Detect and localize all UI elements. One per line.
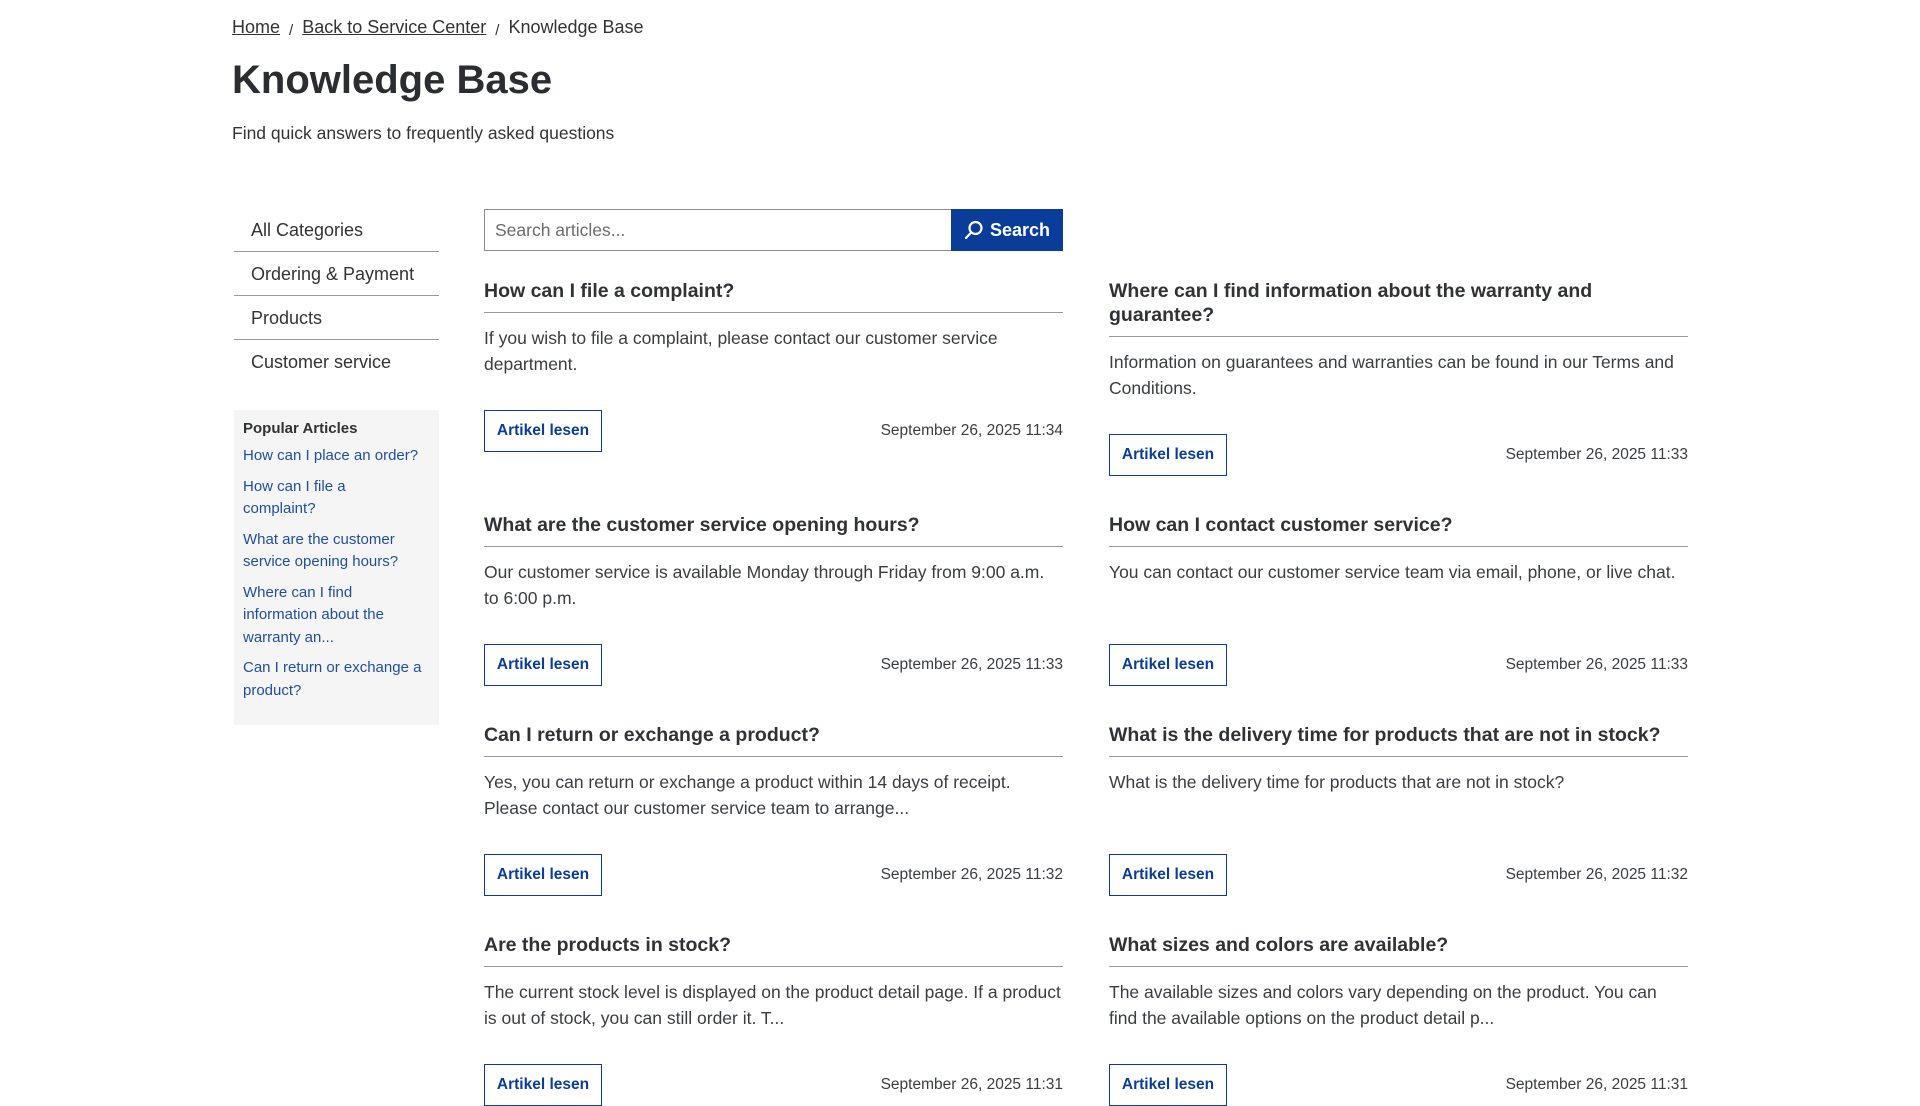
article-date: September 26, 2025 11:32 xyxy=(880,866,1063,883)
article-card: Where can I find information about the w… xyxy=(1109,279,1688,476)
article-date: September 26, 2025 11:33 xyxy=(1505,656,1688,673)
article-card: How can I contact customer service? You c… xyxy=(1109,513,1688,686)
article-title[interactable]: How can I file a complaint? xyxy=(484,279,1063,313)
article-title[interactable]: Where can I find information about the w… xyxy=(1109,279,1688,337)
article-title[interactable]: Are the products in stock? xyxy=(484,933,1063,967)
article-date: September 26, 2025 11:33 xyxy=(1505,446,1688,463)
breadcrumb-separator: / xyxy=(495,22,500,39)
article-title[interactable]: What are the customer service opening ho… xyxy=(484,513,1063,547)
article-excerpt: Our customer service is available Monday… xyxy=(484,562,1045,608)
article-excerpt: Yes, you can return or exchange a produc… xyxy=(484,772,1011,818)
popular-article-link[interactable]: What are the customer service opening ho… xyxy=(243,530,399,571)
article-excerpt: The available sizes and colors vary depe… xyxy=(1109,982,1657,1028)
article-excerpt: You can contact our customer service tea… xyxy=(1109,562,1676,582)
article-excerpt: What is the delivery time for products t… xyxy=(1109,772,1565,792)
read-article-button[interactable]: Artikel lesen xyxy=(484,644,602,686)
read-article-button[interactable]: Artikel lesen xyxy=(1109,434,1227,476)
popular-articles-heading: Popular Articles xyxy=(243,420,358,437)
article-footer: Artikel lesen September 26, 2025 11:31 xyxy=(1109,1064,1688,1106)
read-article-button[interactable]: Artikel lesen xyxy=(484,410,602,452)
article-card: Are the products in stock? The current st… xyxy=(484,933,1063,1106)
popular-article-link[interactable]: How can I place an order? xyxy=(243,447,419,464)
search-icon xyxy=(964,220,983,240)
article-excerpt: The current stock level is displayed on … xyxy=(484,982,1061,1028)
article-footer: Artikel lesen September 26, 2025 11:32 xyxy=(1109,854,1688,896)
breadcrumb-separator: / xyxy=(289,22,294,39)
category-customer-service[interactable]: Customer service xyxy=(251,352,392,372)
article-card: How can I file a complaint? If you wish t… xyxy=(484,279,1063,452)
read-article-button[interactable]: Artikel lesen xyxy=(484,1064,602,1106)
category-products[interactable]: Products xyxy=(234,296,439,340)
popular-article-link[interactable]: Can I return or exchange a product? xyxy=(243,659,422,699)
breadcrumb-current: Knowledge Base xyxy=(508,17,644,37)
read-article-button[interactable]: Artikel lesen xyxy=(1109,644,1227,686)
search-bar: Search xyxy=(484,209,1063,251)
article-excerpt: If you wish to file a complaint, please … xyxy=(484,328,998,374)
article-title[interactable]: How can I contact customer service? xyxy=(1109,513,1688,547)
article-card: What sizes and colors are available? The … xyxy=(1109,933,1688,1106)
article-title[interactable]: What sizes and colors are available? xyxy=(1109,933,1688,967)
read-article-button[interactable]: Artikel lesen xyxy=(484,854,602,896)
breadcrumb-home-link[interactable]: Home xyxy=(232,17,281,37)
article-card: Can I return or exchange a product? Yes, … xyxy=(484,723,1063,896)
read-article-button[interactable]: Artikel lesen xyxy=(1109,1064,1227,1106)
article-title[interactable]: Can I return or exchange a product? xyxy=(484,723,1063,757)
search-button-label: Search xyxy=(989,219,1051,240)
article-date: September 26, 2025 11:31 xyxy=(1505,1076,1688,1093)
popular-article-link[interactable]: How can I file a complaint? xyxy=(243,477,346,518)
page-subtitle: Find quick answers to frequently asked q… xyxy=(232,123,615,143)
article-footer: Artikel lesen September 26, 2025 11:33 xyxy=(1109,644,1688,686)
article-title[interactable]: What is the delivery time for products t… xyxy=(1109,723,1688,757)
article-footer: Artikel lesen September 26, 2025 11:34 xyxy=(484,410,1063,452)
article-footer: Artikel lesen September 26, 2025 11:33 xyxy=(1109,434,1688,476)
article-card: What are the customer service opening ho… xyxy=(484,513,1063,686)
article-excerpt: Information on guarantees and warranties… xyxy=(1109,352,1674,398)
breadcrumb: Home / Back to Service Center / Knowledge Ba… xyxy=(232,17,644,39)
article-footer: Artikel lesen September 26, 2025 11:32 xyxy=(484,854,1063,896)
article-date: September 26, 2025 11:32 xyxy=(1505,866,1688,883)
search-button[interactable]: Search xyxy=(951,209,1063,251)
article-date: September 26, 2025 11:34 xyxy=(880,422,1063,439)
article-date: September 26, 2025 11:33 xyxy=(880,656,1063,673)
article-grid: How can I file a complaint? If you wish t… xyxy=(484,279,1688,1106)
breadcrumb-service-center-link[interactable]: Back to Service Center xyxy=(302,17,487,37)
search-input[interactable] xyxy=(484,209,951,251)
read-article-button[interactable]: Artikel lesen xyxy=(1109,854,1227,896)
popular-article-link[interactable]: Where can I find information about the w… xyxy=(243,583,384,646)
category-list: All Categories Ordering & Payment Produc… xyxy=(234,208,439,384)
popular-articles-panel: Popular Articles How can I place an orde… xyxy=(234,410,439,725)
article-footer: Artikel lesen September 26, 2025 11:31 xyxy=(484,1064,1063,1106)
category-ordering-payment[interactable]: Ordering & Payment xyxy=(234,252,439,296)
category-all[interactable]: All Categories xyxy=(234,208,439,252)
article-date: September 26, 2025 11:31 xyxy=(880,1076,1063,1093)
page-title: Knowledge Base xyxy=(232,58,553,102)
article-footer: Artikel lesen September 26, 2025 11:33 xyxy=(484,644,1063,686)
article-card: What is the delivery time for products t… xyxy=(1109,723,1688,896)
